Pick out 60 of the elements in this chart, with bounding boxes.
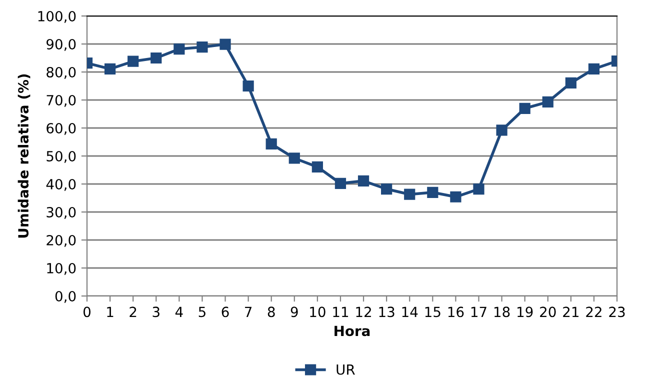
y-tick-label: 50,0 — [46, 150, 76, 163]
point — [334, 178, 346, 189]
y-tick-label: 30,0 — [46, 206, 76, 219]
point — [542, 96, 554, 108]
x-tick-label: 0 — [83, 306, 90, 318]
y-tick-label: 80,0 — [46, 66, 76, 79]
x-tick-label: 17 — [471, 306, 486, 317]
point — [358, 175, 370, 186]
point — [128, 56, 139, 67]
y-tick-label: 100,0 — [38, 10, 76, 23]
x-tick-label: 7 — [245, 306, 252, 317]
point — [266, 138, 277, 150]
x-tick-label: 1 — [107, 306, 114, 317]
point — [496, 124, 508, 136]
x-tick-label: 5 — [198, 306, 206, 318]
point — [104, 63, 116, 74]
x-tick-label: 9 — [290, 306, 298, 318]
y-tick-label: 60,0 — [46, 122, 76, 135]
y-tick-label: 90,0 — [46, 38, 76, 51]
x-tick-label: 4 — [175, 306, 183, 317]
y-tick-label: 20,0 — [46, 234, 76, 247]
x-tick-label: 15 — [425, 306, 440, 318]
x-tick-label: 3 — [152, 306, 160, 318]
point — [196, 42, 208, 53]
x-axis-title: Hora — [334, 326, 370, 336]
point — [174, 43, 185, 55]
point — [427, 186, 438, 198]
point — [519, 102, 530, 114]
x-tick-label: 18 — [494, 306, 510, 318]
point — [588, 63, 600, 74]
x-tick-label: 12 — [356, 306, 371, 317]
x-tick-label: 23 — [609, 306, 625, 318]
point — [381, 183, 392, 195]
x-tick-label: 20 — [540, 306, 556, 318]
x-tick-label: 8 — [268, 306, 275, 318]
legend-label: UR — [336, 364, 355, 375]
x-tick-label: 16 — [448, 306, 464, 318]
point — [450, 191, 462, 202]
point — [404, 188, 416, 200]
point — [312, 161, 323, 172]
x-tick-label: 21 — [563, 306, 578, 317]
x-tick-label: 19 — [518, 306, 533, 318]
x-tick-label: 22 — [586, 306, 602, 317]
x-tick-label: 6 — [222, 306, 229, 318]
y-tick-label: 70,0 — [46, 94, 76, 107]
point — [242, 80, 254, 92]
x-tick-label: 13 — [379, 306, 394, 318]
y-tick-label: 10,0 — [47, 262, 76, 275]
point — [288, 152, 300, 164]
x-tick-label: 2 — [130, 306, 136, 317]
point — [150, 52, 162, 64]
y-tick-label: 0,0 — [55, 290, 76, 303]
point — [473, 183, 484, 195]
x-tick-label: 10 — [310, 306, 326, 318]
y-axis-title: Umidade relativa (%) — [18, 74, 30, 238]
y-tick-label: 40,0 — [46, 178, 76, 191]
point — [220, 38, 231, 50]
point — [565, 77, 576, 88]
x-tick-label: 14 — [402, 306, 418, 317]
x-tick-label: 11 — [333, 306, 348, 317]
